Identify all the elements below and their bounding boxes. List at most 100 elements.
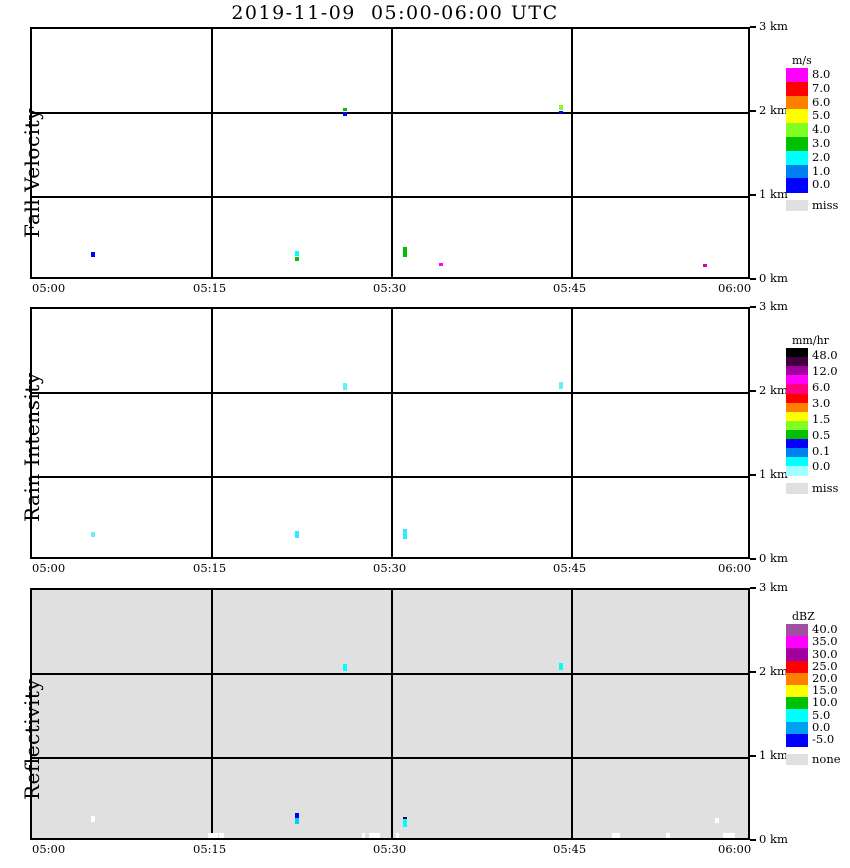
colorbar-swatch <box>786 429 808 440</box>
y-axis-tick <box>750 306 756 308</box>
colorbar-swatch <box>786 81 808 97</box>
colorbar-tick-label: 12.0 <box>812 363 838 378</box>
plot-area-reflectivity[interactable] <box>30 588 750 840</box>
gridline-vertical <box>211 590 213 838</box>
plot-area-fall-velocity[interactable] <box>30 27 750 279</box>
colorbar-missing-swatch <box>786 754 808 765</box>
x-axis-label: 06:00 <box>718 281 752 295</box>
colorbar-swatch <box>786 660 808 674</box>
colorbar-swatch <box>786 697 808 710</box>
colorbar-tick-label: 0.0 <box>812 459 831 474</box>
data-mark <box>342 663 347 671</box>
data-mark <box>294 530 299 539</box>
data-mark <box>90 532 95 538</box>
colorbar-swatch <box>786 420 808 431</box>
colorbar-tick-label: 0.5 <box>812 427 831 442</box>
data-mark <box>294 250 299 256</box>
y-axis-tick <box>750 558 756 560</box>
colorbar-tick-label: 15.0 <box>812 683 838 698</box>
colorbar-swatch <box>786 109 808 124</box>
y-axis-tick <box>750 110 756 112</box>
x-axis-label: 05:15 <box>193 281 227 295</box>
colorbar-missing-label: miss <box>812 481 839 496</box>
no-data-patch <box>723 833 735 838</box>
data-mark <box>342 382 347 390</box>
data-mark <box>558 111 563 114</box>
colorbar-swatch <box>786 357 808 367</box>
y-axis-tick <box>750 474 756 476</box>
no-data-patch <box>219 833 224 838</box>
colorbar-swatch <box>786 457 808 467</box>
colorbar-tick-label: 8.0 <box>812 66 831 81</box>
colorbar-swatch <box>786 178 808 193</box>
data-mark <box>90 252 95 258</box>
gridline-vertical <box>571 590 573 838</box>
gridline-horizontal <box>32 196 748 198</box>
colorbar-tick-label: 40.0 <box>812 622 838 637</box>
colorbar-tick-label: -5.0 <box>812 731 835 746</box>
colorbar-tick-label: 35.0 <box>812 634 838 649</box>
colorbar-swatch <box>786 375 808 385</box>
data-mark <box>90 815 95 822</box>
y-axis-label: 0 km <box>759 271 788 285</box>
colorbar-missing-swatch <box>786 483 808 495</box>
y-axis-tick <box>750 390 756 392</box>
colorbar-swatch <box>786 648 808 662</box>
y-axis-label: 3 km <box>759 19 788 33</box>
gridline-vertical <box>391 590 393 838</box>
colorbar-tick-label: 10.0 <box>812 695 838 710</box>
colorbar-swatch <box>786 721 808 735</box>
page-title: 2019-11-09 05:00-06:00 UTC <box>231 2 559 24</box>
gridline-horizontal <box>32 392 748 394</box>
panel-title-fall-velocity: Fall Velocity <box>20 108 44 238</box>
colorbar-tick-label: 0.0 <box>812 177 831 192</box>
y-axis-label: 1 km <box>759 467 788 481</box>
colorbar-swatch <box>786 95 808 110</box>
colorbar-missing-label: miss <box>812 198 839 213</box>
plot-area-rain-intensity[interactable] <box>30 307 750 559</box>
no-data-patch <box>361 833 365 838</box>
y-axis-label: 3 km <box>759 299 788 313</box>
colorbar-swatch <box>786 402 808 413</box>
data-mark <box>702 264 707 267</box>
colorbar-missing-swatch <box>786 200 808 212</box>
data-mark <box>294 817 299 825</box>
x-axis-label: 05:00 <box>32 842 66 856</box>
colorbar-tick-label: 2.0 <box>812 149 831 164</box>
data-mark <box>438 262 443 266</box>
gridline-horizontal <box>32 757 748 759</box>
x-axis-label: 05:15 <box>193 561 227 575</box>
x-axis-label: 05:00 <box>32 281 66 295</box>
y-axis-label: 2 km <box>759 103 788 117</box>
data-mark <box>294 256 299 261</box>
gridline-vertical <box>391 29 393 277</box>
colorbar-tick-label: 6.0 <box>812 379 831 394</box>
x-axis-label: 05:30 <box>373 842 407 856</box>
colorbar-swatch <box>786 709 808 723</box>
colorbar-tick-label: 48.0 <box>812 347 838 362</box>
data-mark <box>402 819 407 827</box>
colorbar-tick-label: 5.0 <box>812 108 831 123</box>
colorbar-tick-label: 6.0 <box>812 94 831 109</box>
colorbar-swatch <box>786 68 808 83</box>
gridline-vertical <box>571 29 573 277</box>
colorbar-swatch <box>786 466 808 476</box>
colorbar-tick-label: 0.1 <box>812 443 831 458</box>
colorbar-swatch <box>786 672 808 686</box>
colorbar-tick-label: 4.0 <box>812 122 831 137</box>
colorbar-swatch <box>786 393 808 404</box>
panel-reflectivity <box>30 588 750 840</box>
data-mark <box>402 529 407 540</box>
colorbar-tick-label: 3.0 <box>812 135 831 150</box>
colorbar-swatch <box>786 150 808 166</box>
data-mark <box>402 816 407 820</box>
gridline-horizontal <box>32 673 748 675</box>
panel-fall-velocity <box>30 27 750 279</box>
colorbar-swatch <box>786 164 808 179</box>
colorbar-swatch <box>786 384 808 395</box>
panel-rain-intensity <box>30 307 750 559</box>
data-mark <box>342 112 347 116</box>
data-mark <box>558 382 563 389</box>
x-axis-label: 05:15 <box>193 842 227 856</box>
